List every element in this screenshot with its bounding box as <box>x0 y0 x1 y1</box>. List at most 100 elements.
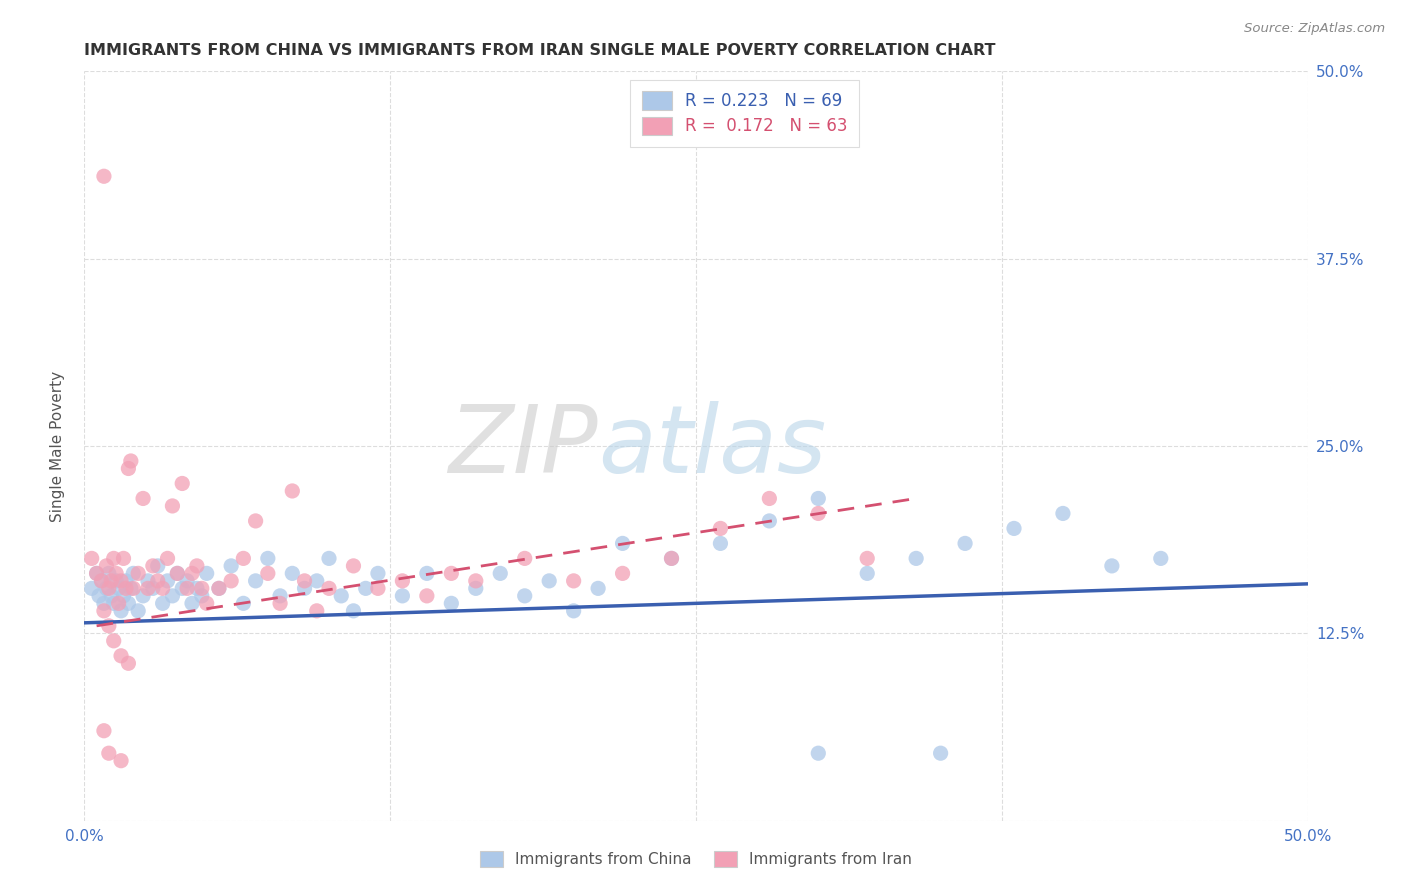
Point <box>80 582 103 596</box>
Point <box>127 604 149 618</box>
Point <box>208 582 231 596</box>
Point <box>166 566 188 581</box>
Point <box>257 551 280 566</box>
Point <box>122 582 145 596</box>
Point <box>513 551 536 566</box>
Point <box>269 589 291 603</box>
Point <box>440 596 463 610</box>
Point <box>342 558 364 573</box>
Point <box>195 596 218 610</box>
Point <box>191 582 214 596</box>
Text: atlas: atlas <box>598 401 827 491</box>
Point <box>391 574 413 588</box>
Point <box>166 566 188 581</box>
Point <box>1101 558 1123 573</box>
Point <box>538 574 561 588</box>
Point <box>562 604 585 618</box>
Point <box>112 589 135 603</box>
Point <box>90 574 112 588</box>
Point <box>281 483 304 498</box>
Text: Source: ZipAtlas.com: Source: ZipAtlas.com <box>1244 22 1385 36</box>
Point <box>103 596 125 610</box>
Point <box>110 648 132 663</box>
Point <box>97 746 120 760</box>
Point <box>661 551 683 566</box>
Point <box>342 604 364 618</box>
Point <box>219 558 242 573</box>
Point <box>136 574 159 588</box>
Point <box>929 746 952 760</box>
Point <box>186 558 208 573</box>
Point <box>117 461 139 475</box>
Point <box>162 589 184 603</box>
Point <box>132 589 155 603</box>
Point <box>117 657 139 671</box>
Point <box>208 582 231 596</box>
Point <box>93 604 115 618</box>
Point <box>115 582 138 596</box>
Point <box>709 521 731 535</box>
Point <box>953 536 976 550</box>
Point <box>219 574 242 588</box>
Point <box>758 491 780 506</box>
Point <box>97 619 120 633</box>
Point <box>117 596 139 610</box>
Point <box>97 566 120 581</box>
Point <box>127 566 149 581</box>
Point <box>318 551 340 566</box>
Point <box>100 574 122 588</box>
Point <box>176 574 198 588</box>
Point <box>96 582 118 596</box>
Point <box>489 566 512 581</box>
Point <box>905 551 928 566</box>
Point <box>146 558 169 573</box>
Point <box>152 596 174 610</box>
Point <box>142 558 165 573</box>
Point <box>612 536 634 550</box>
Point <box>93 723 115 738</box>
Point <box>586 582 609 596</box>
Point <box>181 596 204 610</box>
Point <box>416 566 439 581</box>
Point <box>856 566 879 581</box>
Point <box>142 582 165 596</box>
Point <box>464 574 486 588</box>
Point <box>562 574 585 588</box>
Point <box>195 566 218 581</box>
Point <box>856 551 879 566</box>
Y-axis label: Single Male Poverty: Single Male Poverty <box>51 370 65 522</box>
Point <box>612 566 634 581</box>
Point <box>232 596 254 610</box>
Point <box>176 582 198 596</box>
Point <box>269 596 291 610</box>
Point <box>758 514 780 528</box>
Point <box>416 589 439 603</box>
Point <box>245 574 267 588</box>
Point <box>464 582 486 596</box>
Point <box>90 574 112 588</box>
Point <box>112 551 135 566</box>
Point <box>1002 521 1025 535</box>
Point <box>367 566 389 581</box>
Point <box>1052 507 1074 521</box>
Point <box>172 582 194 596</box>
Point <box>661 551 683 566</box>
Point <box>232 551 254 566</box>
Point <box>110 754 132 768</box>
Point <box>156 574 179 588</box>
Point <box>807 746 830 760</box>
Point <box>318 582 340 596</box>
Point <box>709 536 731 550</box>
Point <box>162 499 184 513</box>
Point <box>96 558 118 573</box>
Point <box>330 589 353 603</box>
Point <box>136 582 159 596</box>
Text: ZIP: ZIP <box>449 401 598 491</box>
Point <box>97 582 120 596</box>
Point <box>807 491 830 506</box>
Point <box>86 566 108 581</box>
Point <box>120 582 142 596</box>
Point <box>86 566 108 581</box>
Point <box>257 566 280 581</box>
Point <box>294 582 316 596</box>
